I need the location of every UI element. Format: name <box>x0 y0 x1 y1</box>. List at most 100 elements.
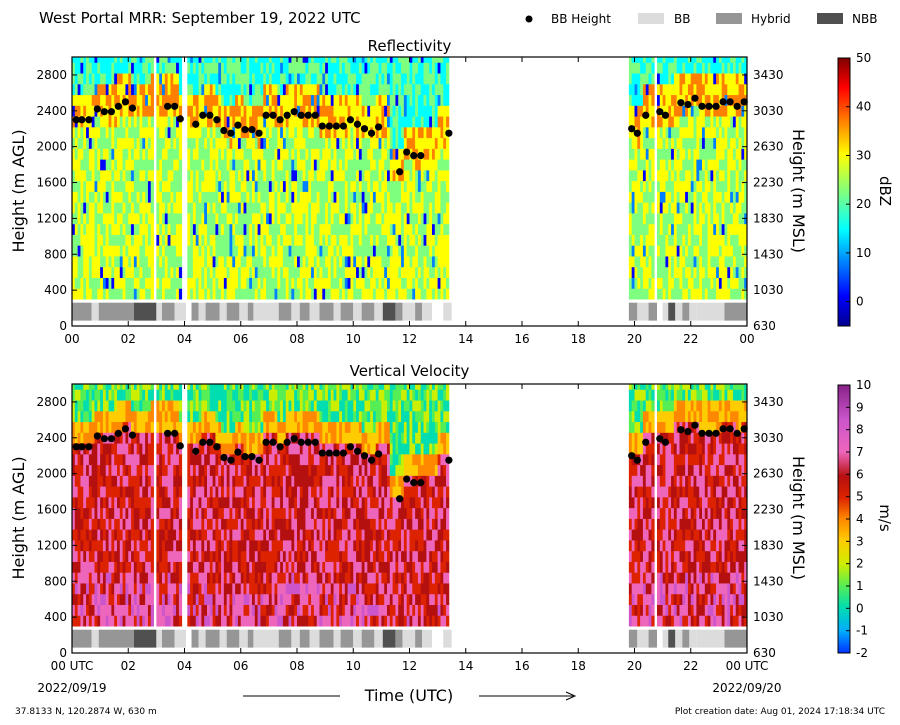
heatmap-cell <box>131 57 135 63</box>
heatmap-cell <box>97 496 101 509</box>
heatmap-cell <box>406 266 410 278</box>
heatmap-cell <box>685 126 689 139</box>
heatmap-cell <box>156 266 160 278</box>
heatmap-cell <box>640 62 644 74</box>
heatmap-cell <box>232 57 236 63</box>
heatmap-cell <box>716 234 720 246</box>
heatmap-cell <box>679 73 683 85</box>
heatmap-cell <box>657 213 661 225</box>
bb-type-segment <box>696 302 725 321</box>
heatmap-cell <box>378 277 382 289</box>
heatmap-cell <box>642 116 647 128</box>
heatmap-cell <box>167 496 171 509</box>
heatmap-cell <box>266 94 270 106</box>
heatmap-cell <box>125 73 129 85</box>
heatmap-cell <box>97 453 101 466</box>
heatmap-cell <box>333 126 337 139</box>
heatmap-cell <box>147 384 152 390</box>
heatmap-cell <box>125 169 129 182</box>
heatmap-cell <box>209 94 214 106</box>
heatmap-cell <box>628 105 633 117</box>
heatmap-cell <box>170 400 174 412</box>
heatmap-cell <box>105 148 109 160</box>
heatmap-cell <box>696 213 700 225</box>
heatmap-cell <box>204 57 208 63</box>
heatmap-cell <box>693 116 697 128</box>
heatmap-cell <box>398 180 402 192</box>
heatmap-cell <box>727 223 731 235</box>
heatmap-cell <box>237 213 242 225</box>
heatmap-cell <box>212 256 216 268</box>
heatmap-cell <box>252 180 256 192</box>
heatmap-cell <box>173 116 177 128</box>
heatmap-cell <box>201 62 205 74</box>
heatmap-cell <box>657 116 661 128</box>
heatmap-cell <box>662 73 666 85</box>
heatmap-cell <box>204 169 208 182</box>
heatmap-cell <box>642 223 647 235</box>
heatmap-cell <box>434 116 439 128</box>
heatmap-cell <box>178 57 183 63</box>
heatmap-cell <box>426 148 430 160</box>
heatmap-cell <box>671 126 675 139</box>
heatmap-cell <box>125 245 129 257</box>
heatmap-cell <box>634 180 638 192</box>
heatmap-cell <box>254 288 259 300</box>
heatmap-cell <box>437 62 441 74</box>
heatmap-cell <box>77 288 81 300</box>
heatmap-cell <box>699 105 703 117</box>
heatmap-cell <box>77 432 81 444</box>
heatmap-cell <box>651 223 655 235</box>
heatmap-cell <box>384 94 388 106</box>
heatmap-cell <box>271 57 275 63</box>
heatmap-cell <box>429 245 433 257</box>
heatmap-cell <box>657 169 661 182</box>
heatmap-cell <box>114 453 118 466</box>
heatmap-cell <box>88 137 93 149</box>
heatmap-cell <box>164 57 169 63</box>
heatmap-cell <box>285 62 289 74</box>
heatmap-cell <box>277 73 281 85</box>
bb-height-point <box>642 111 650 119</box>
heatmap-cell <box>727 234 731 246</box>
legend-bb-swatch <box>638 13 664 24</box>
heatmap-cell <box>178 277 183 289</box>
heatmap-cell <box>164 400 169 412</box>
heatmap-cell <box>83 180 87 192</box>
heatmap-cell <box>401 277 405 289</box>
heatmap-cell <box>218 57 222 63</box>
heatmap-cell <box>291 116 295 128</box>
heatmap-cell <box>147 496 152 509</box>
heatmap-cell <box>131 288 135 300</box>
heatmap-cell <box>108 550 112 562</box>
x-tick-label: 00 <box>739 332 754 346</box>
heatmap-cell <box>327 256 332 268</box>
heatmap-cell <box>336 148 340 160</box>
heatmap-cell <box>417 213 422 225</box>
heatmap-cell <box>322 202 326 214</box>
heatmap-cell <box>744 169 748 182</box>
heatmap-cell <box>673 57 678 63</box>
heatmap-cell <box>159 202 163 214</box>
heatmap-cell <box>240 73 244 85</box>
bb-height-point <box>206 111 214 119</box>
heatmap-cell <box>145 57 149 63</box>
heatmap-cell <box>685 57 689 63</box>
heatmap-cell <box>257 191 261 203</box>
heatmap-cell <box>162 62 166 74</box>
heatmap-cell <box>88 288 93 300</box>
heatmap-cell <box>415 234 419 246</box>
heatmap-cell <box>426 73 430 85</box>
heatmap-cell <box>403 116 408 128</box>
heatmap-cell <box>313 202 318 214</box>
heatmap-cell <box>119 62 124 74</box>
heatmap-cell <box>201 180 205 192</box>
heatmap-cell <box>406 116 410 128</box>
heatmap-cell <box>437 277 441 289</box>
heatmap-cell <box>235 159 239 171</box>
heatmap-cell <box>412 213 416 225</box>
heatmap-cell <box>204 202 208 214</box>
heatmap-cell <box>260 202 264 214</box>
heatmap-cell <box>682 169 686 182</box>
